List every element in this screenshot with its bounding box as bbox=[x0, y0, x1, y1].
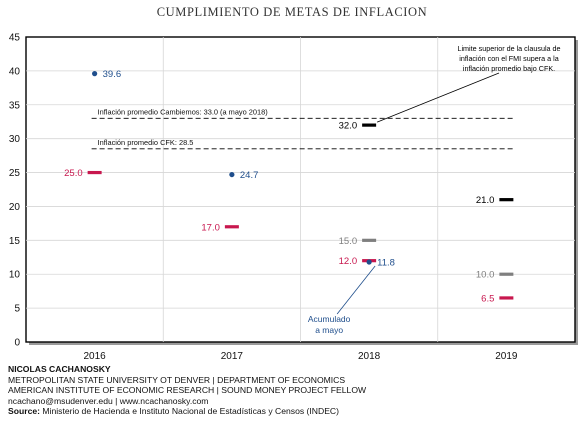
x-tick-label: 2016 bbox=[84, 351, 107, 362]
data-dash bbox=[362, 238, 377, 242]
annotation-arrow bbox=[336, 265, 376, 315]
footer-affiliation-2: AMERICAN INSTITUTE OF ECONOMIC RESEARCH … bbox=[8, 385, 367, 396]
data-label: 32.0 bbox=[339, 121, 358, 132]
x-tick-label: 2019 bbox=[495, 351, 518, 362]
y-tick-label: 20 bbox=[9, 202, 21, 213]
data-label: 10.0 bbox=[476, 270, 495, 281]
y-tick-label: 15 bbox=[9, 236, 21, 247]
footer-contact: ncachano@msudenver.edu | www.ncachanosky… bbox=[8, 395, 209, 406]
data-label: 11.8 bbox=[377, 258, 395, 269]
x-tick-label: 2017 bbox=[221, 351, 244, 362]
data-dash bbox=[362, 123, 377, 127]
reference-line-label: Inflación promedio Cambiemos: 33.0 (a ma… bbox=[98, 107, 268, 116]
footer-source-text: Ministerio de Hacienda e Instituto Nacio… bbox=[40, 406, 340, 417]
footer-affiliation-1: METROPOLITAN STATE UNIVERSITY OT DENVER … bbox=[8, 374, 346, 385]
data-dash bbox=[499, 296, 514, 300]
y-tick-label: 40 bbox=[9, 66, 21, 77]
annotation-text: inflación promedio bajo CFK. bbox=[463, 64, 555, 73]
annotation-arrow bbox=[376, 72, 500, 123]
data-point bbox=[229, 171, 235, 178]
chart-title: CUMPLIMIENTO DE METAS DE INFLACION bbox=[156, 5, 428, 19]
data-dash bbox=[499, 198, 514, 202]
y-tick-label: 25 bbox=[9, 168, 21, 179]
data-dash bbox=[87, 170, 102, 175]
data-label: 39.6 bbox=[103, 69, 122, 80]
footer-source-label: Source: bbox=[8, 406, 40, 417]
y-tick-label: 10 bbox=[9, 270, 21, 281]
data-point bbox=[366, 259, 372, 265]
y-tick-label: 30 bbox=[9, 134, 21, 145]
footer-author: NICOLAS CACHANOSKY bbox=[8, 364, 111, 374]
data-label: 15.0 bbox=[339, 236, 358, 247]
reference-line-label: Inflación promedio CFK: 28.5 bbox=[98, 138, 194, 147]
data-dash bbox=[499, 272, 514, 276]
x-tick-label: 2018 bbox=[358, 351, 381, 362]
y-tick-label: 0 bbox=[14, 338, 20, 349]
data-label: 6.5 bbox=[481, 293, 494, 304]
data-point bbox=[92, 71, 98, 77]
chart-footer: NICOLAS CACHANOSKY METROPOLITAN STATE UN… bbox=[8, 364, 366, 417]
annotation-text: a mayo bbox=[315, 325, 343, 335]
y-tick-label: 45 bbox=[9, 33, 21, 44]
annotation-text: Acumulado bbox=[308, 314, 351, 324]
y-tick-label: 5 bbox=[14, 304, 20, 315]
y-tick-label: 35 bbox=[9, 100, 21, 111]
data-label: 12.0 bbox=[339, 256, 358, 267]
data-label: 25.0 bbox=[64, 168, 83, 179]
annotation-text: inflación con el FMI supera a la bbox=[459, 54, 558, 63]
data-label: 17.0 bbox=[201, 222, 220, 233]
annotation-text: Limite superior de la clausula de bbox=[457, 44, 560, 53]
data-label: 24.7 bbox=[240, 170, 259, 181]
data-label: 21.0 bbox=[476, 195, 495, 206]
data-dash bbox=[224, 225, 239, 229]
